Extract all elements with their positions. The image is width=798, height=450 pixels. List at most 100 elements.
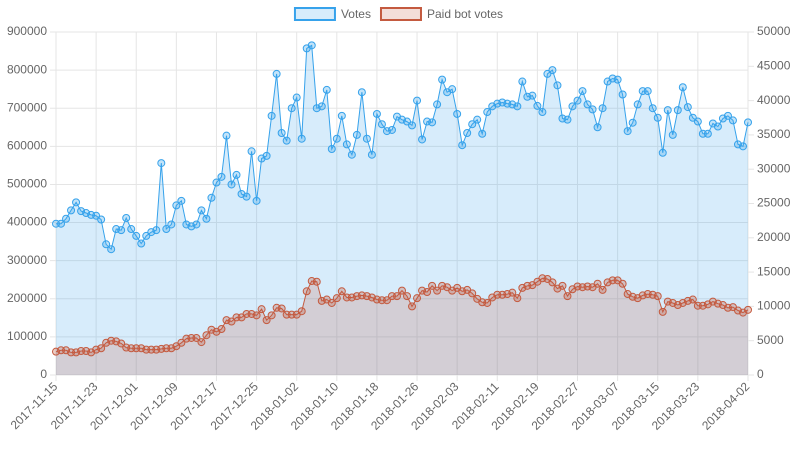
point bbox=[262, 316, 271, 325]
point bbox=[387, 125, 396, 134]
point bbox=[583, 100, 592, 109]
point bbox=[232, 170, 241, 179]
point bbox=[107, 245, 116, 254]
point bbox=[127, 225, 136, 234]
point bbox=[367, 150, 376, 159]
point bbox=[377, 120, 386, 129]
point bbox=[122, 213, 131, 222]
point bbox=[658, 148, 667, 157]
point bbox=[744, 305, 752, 314]
point bbox=[408, 121, 417, 130]
point bbox=[683, 103, 692, 112]
point bbox=[423, 287, 432, 296]
area bbox=[56, 45, 748, 376]
point bbox=[382, 296, 391, 305]
point bbox=[172, 201, 181, 210]
point bbox=[618, 279, 627, 288]
y2-tick-label: 45000 bbox=[757, 58, 791, 72]
point bbox=[252, 196, 261, 205]
point bbox=[433, 286, 442, 295]
point bbox=[744, 118, 752, 127]
point bbox=[633, 100, 642, 109]
y2-tick-label: 50000 bbox=[757, 24, 791, 38]
point bbox=[518, 77, 527, 86]
point bbox=[548, 278, 557, 287]
y-tick-label: 800000 bbox=[7, 62, 47, 76]
point bbox=[618, 90, 627, 99]
y-tick-label: 300000 bbox=[7, 253, 47, 267]
point bbox=[643, 87, 652, 96]
point bbox=[197, 338, 206, 347]
point bbox=[458, 141, 467, 150]
point bbox=[152, 226, 161, 235]
point bbox=[372, 109, 381, 118]
point bbox=[157, 159, 166, 168]
point bbox=[267, 311, 276, 320]
point bbox=[628, 118, 637, 127]
point bbox=[217, 325, 226, 334]
point bbox=[613, 75, 622, 84]
point bbox=[272, 69, 281, 78]
point bbox=[277, 128, 286, 137]
y2-tick-label: 20000 bbox=[757, 230, 791, 244]
point bbox=[723, 111, 732, 120]
point bbox=[322, 85, 331, 94]
point bbox=[623, 127, 632, 136]
point bbox=[177, 338, 186, 347]
y-tick-label: 400000 bbox=[7, 215, 47, 229]
point bbox=[202, 331, 211, 340]
point bbox=[713, 122, 722, 131]
point bbox=[598, 285, 607, 294]
point bbox=[428, 118, 437, 127]
point bbox=[67, 206, 76, 215]
y2-tick-label: 30000 bbox=[757, 161, 791, 175]
point bbox=[413, 294, 422, 303]
legend-item: Paid bot votes bbox=[379, 7, 503, 21]
point bbox=[192, 220, 201, 229]
point bbox=[483, 108, 492, 117]
point bbox=[342, 140, 351, 149]
point bbox=[398, 286, 406, 295]
point bbox=[513, 102, 522, 111]
point bbox=[663, 106, 672, 115]
point bbox=[102, 240, 111, 249]
point bbox=[287, 104, 296, 113]
point bbox=[538, 108, 547, 117]
point bbox=[192, 333, 201, 342]
point bbox=[137, 239, 146, 248]
y-tick-label: 500000 bbox=[7, 177, 47, 191]
point bbox=[337, 111, 346, 120]
point bbox=[332, 134, 341, 143]
point bbox=[307, 41, 316, 50]
area bbox=[56, 278, 748, 375]
point bbox=[648, 104, 657, 113]
point bbox=[483, 298, 492, 307]
point bbox=[337, 287, 346, 296]
point bbox=[463, 128, 472, 137]
point bbox=[528, 91, 537, 100]
point bbox=[227, 180, 236, 189]
x-tick-label: 2018-04-02 bbox=[699, 379, 753, 433]
point bbox=[673, 106, 682, 115]
point bbox=[317, 102, 326, 111]
point bbox=[297, 134, 306, 143]
y2-tick-label: 40000 bbox=[757, 93, 791, 107]
point bbox=[453, 109, 462, 118]
point bbox=[267, 111, 276, 120]
y-tick-label: 600000 bbox=[7, 139, 47, 153]
point bbox=[563, 292, 572, 301]
point bbox=[247, 147, 256, 156]
point bbox=[392, 292, 401, 301]
point bbox=[282, 136, 291, 145]
point bbox=[563, 115, 572, 124]
point bbox=[468, 289, 477, 298]
y2-tick-label: 5000 bbox=[757, 333, 784, 347]
point bbox=[553, 81, 562, 90]
point bbox=[177, 196, 186, 205]
point bbox=[292, 93, 301, 102]
point bbox=[117, 226, 126, 235]
point bbox=[403, 292, 412, 301]
point bbox=[588, 105, 597, 114]
point bbox=[478, 129, 487, 138]
